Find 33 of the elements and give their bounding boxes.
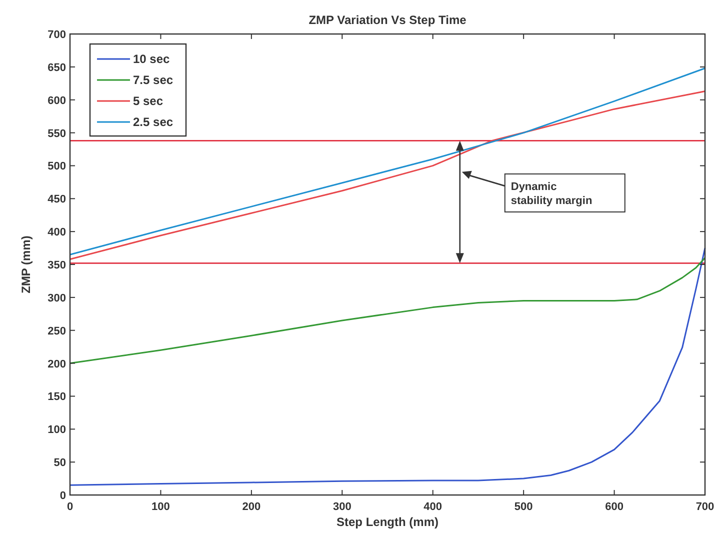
x-tick-label: 100 (152, 501, 170, 513)
y-tick-label: 100 (48, 424, 66, 436)
y-tick-label: 200 (48, 358, 66, 370)
legend-label: 2.5 sec (133, 115, 174, 129)
y-tick-label: 400 (48, 226, 66, 239)
y-tick-label: 500 (48, 160, 66, 173)
line-series (69, 257, 706, 364)
y-tick-label: 0 (60, 490, 66, 502)
x-tick-label: 0 (66, 501, 74, 513)
x-tick-label: 500 (514, 501, 533, 513)
y-tick-label: 700 (48, 29, 66, 41)
y-tick-label: 650 (48, 62, 66, 74)
y-tick-label: 550 (48, 128, 66, 140)
y-tick-label: 50 (54, 457, 66, 470)
y-tick-label: 350 (48, 260, 66, 272)
y-axis-title: ZMP (mm) (19, 236, 33, 294)
y-tick-label: 300 (48, 292, 66, 304)
x-tick-label: 700 (696, 501, 714, 513)
x-tick-label: 400 (424, 501, 442, 513)
legend-label: 10 sec (133, 52, 170, 66)
y-tick-label: 450 (48, 194, 66, 206)
line-series (69, 247, 706, 486)
y-tick-label: 250 (48, 325, 66, 338)
x-tick-label: 300 (332, 501, 352, 513)
y-tick-label: 600 (48, 94, 66, 107)
chart-title: ZMP Variation Vs Step Time (308, 13, 467, 27)
legend-label: 5 sec (133, 94, 164, 108)
y-tick-label: 150 (48, 391, 66, 404)
annotation: Dynamic stability margin (510, 180, 592, 207)
x-tick-label: 600 (605, 501, 624, 513)
x-tick-label: 200 (242, 501, 261, 513)
legend-label: 7.5 sec (133, 73, 174, 87)
x-axis-title: Step Length (mm) (336, 515, 438, 529)
